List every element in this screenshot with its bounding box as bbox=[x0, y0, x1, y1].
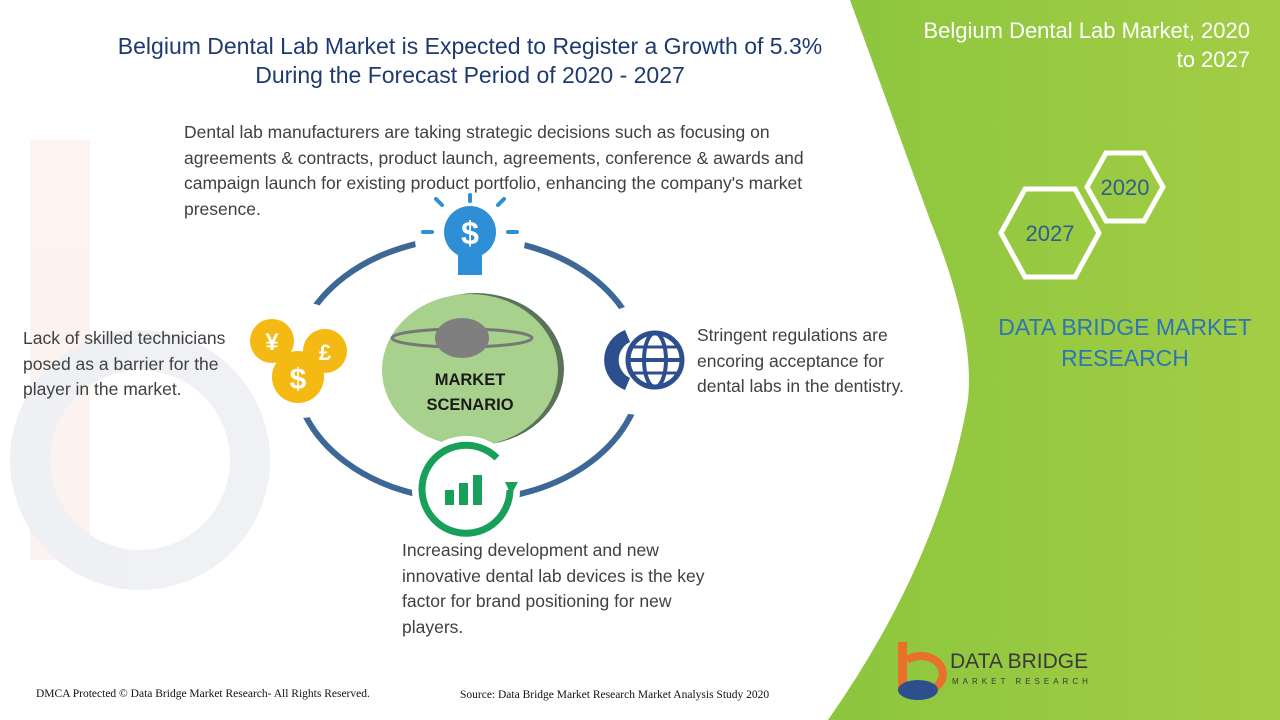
logo-mark bbox=[898, 642, 947, 700]
brand-line: RESEARCH bbox=[1061, 345, 1189, 371]
copyright: DMCA Protected © Data Bridge Market Rese… bbox=[36, 688, 370, 700]
intro-line: presence. bbox=[184, 198, 261, 219]
intro-line: campaign launch for existing product por… bbox=[184, 173, 803, 193]
right-line: encoring acceptance for bbox=[697, 350, 884, 371]
left-line: player in the market. bbox=[23, 379, 182, 399]
hexagon-label: 2027 bbox=[1025, 221, 1075, 246]
right-line: Stringent regulations are bbox=[697, 325, 888, 345]
side-panel bbox=[828, 0, 1280, 720]
coins-icon: ¥ £ $ bbox=[242, 302, 358, 418]
bottom-line: Increasing development and new bbox=[402, 540, 659, 560]
source: Source: Data Bridge Market Research Mark… bbox=[460, 689, 770, 701]
center-line: MARKET bbox=[434, 371, 506, 389]
center-line: SCENARIO bbox=[426, 396, 514, 414]
hexagon bbox=[998, 186, 1102, 280]
bottom-line: players. bbox=[402, 616, 464, 637]
watermark bbox=[10, 140, 270, 590]
title: Belgium Dental Lab Market is Expected to… bbox=[60, 32, 880, 90]
bottom-line: innovative dental lab devices is the key bbox=[402, 565, 705, 586]
intro-line: agreements & contracts, product launch, … bbox=[184, 147, 804, 168]
title-line: Belgium Dental Lab Market is Expected to… bbox=[117, 33, 823, 59]
bottom-line: factor for brand positioning for new bbox=[402, 591, 672, 611]
intro-line: Dental lab manufacturers are taking stra… bbox=[184, 122, 770, 142]
title-line: During the Forecast Period of 2020 - 202… bbox=[255, 62, 685, 88]
panel-title: Belgium Dental Lab Market, 2020 to 2027 bbox=[923, 16, 1250, 74]
intro: Dental lab manufacturers are taking stra… bbox=[184, 120, 804, 222]
logo-name: DATA BRIDGE bbox=[950, 650, 1089, 673]
hexagon-label: 2020 bbox=[1100, 175, 1150, 200]
left-text: Lack of skilled technicians posed as a b… bbox=[23, 326, 225, 403]
panel-title-line: Belgium Dental Lab Market, 2020 bbox=[923, 18, 1250, 43]
svg-text:$: $ bbox=[290, 363, 307, 396]
left-line: posed as a barrier for the bbox=[23, 353, 219, 374]
center-label: MARKET SCENARIO bbox=[400, 368, 540, 418]
logo-tagline: MARKET RESEARCH bbox=[952, 677, 1092, 686]
globe-icon bbox=[585, 305, 695, 415]
hexagon bbox=[1084, 150, 1166, 224]
bulb-icon: $ bbox=[415, 183, 525, 293]
svg-text:£: £ bbox=[319, 340, 332, 365]
bottom-text: Increasing development and new innovativ… bbox=[402, 538, 705, 640]
brand-line: DATA BRIDGE MARKET bbox=[998, 314, 1252, 340]
svg-text:¥: ¥ bbox=[265, 329, 279, 356]
right-text: Stringent regulations are encoring accep… bbox=[697, 323, 904, 400]
svg-text:$: $ bbox=[461, 215, 479, 251]
brand: DATA BRIDGE MARKET RESEARCH bbox=[990, 312, 1260, 374]
panel-title-line: to 2027 bbox=[1176, 47, 1250, 72]
planet bbox=[435, 318, 489, 358]
right-line: dental labs in the dentistry. bbox=[697, 376, 904, 396]
growth-icon bbox=[412, 436, 520, 544]
left-line: Lack of skilled technicians bbox=[23, 328, 226, 348]
